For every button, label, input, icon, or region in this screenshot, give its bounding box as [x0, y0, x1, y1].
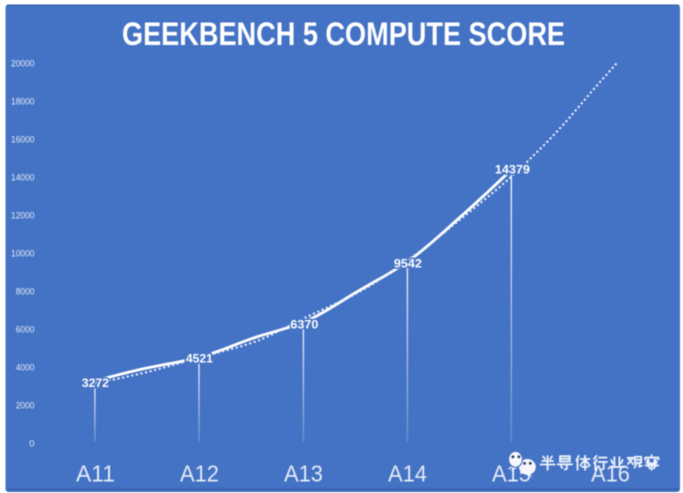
svg-text:A11: A11	[76, 460, 115, 486]
svg-text:10000: 10000	[11, 249, 35, 260]
svg-text:18000: 18000	[11, 97, 35, 108]
svg-text:A14: A14	[388, 460, 427, 486]
svg-text:2000: 2000	[16, 401, 35, 412]
svg-text:16000: 16000	[11, 135, 35, 146]
svg-text:20000: 20000	[11, 59, 35, 70]
svg-text:12000: 12000	[11, 211, 35, 222]
svg-text:9542: 9542	[394, 256, 422, 270]
svg-text:4000: 4000	[16, 363, 35, 374]
svg-text:A16: A16	[591, 460, 630, 486]
svg-text:14379: 14379	[495, 162, 530, 176]
svg-text:A12: A12	[180, 460, 219, 486]
svg-text:4521: 4521	[186, 351, 213, 365]
svg-text:A13: A13	[284, 460, 323, 486]
svg-text:3272: 3272	[82, 376, 109, 390]
svg-text:6000: 6000	[16, 325, 35, 336]
svg-text:8000: 8000	[16, 287, 35, 298]
svg-text:6370: 6370	[290, 318, 318, 332]
svg-text:14000: 14000	[11, 173, 35, 184]
svg-text:0: 0	[29, 439, 34, 450]
svg-text:GEEKBENCH 5 COMPUTE SCORE: GEEKBENCH 5 COMPUTE SCORE	[122, 16, 565, 52]
